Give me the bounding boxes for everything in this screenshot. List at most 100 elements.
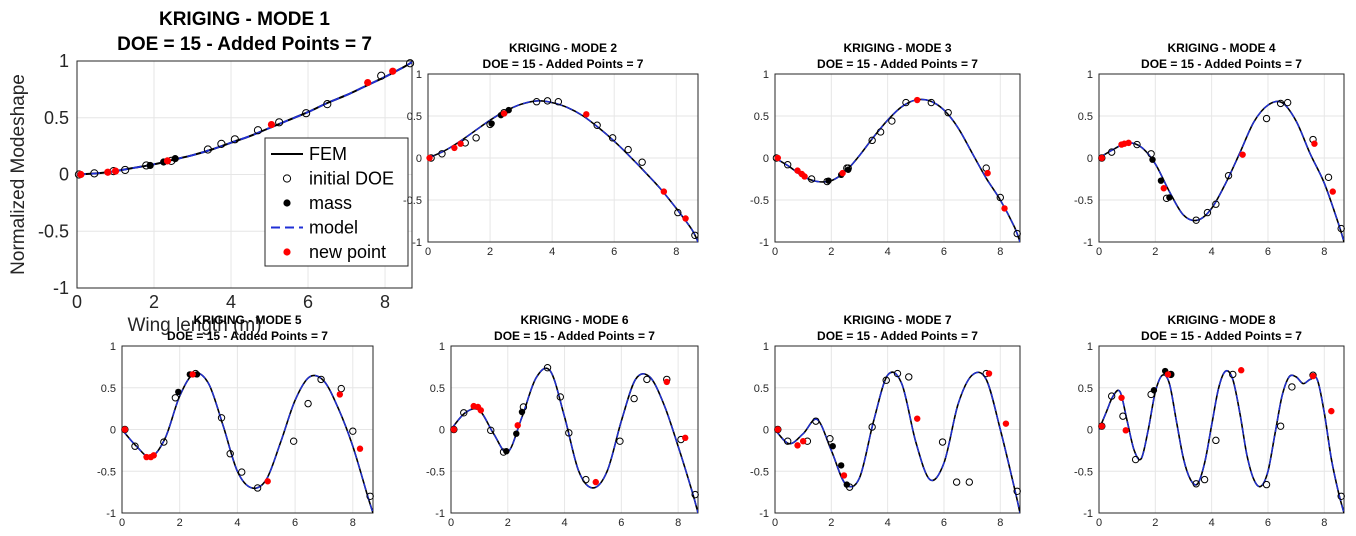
new-point — [592, 478, 599, 486]
initial-doe-point — [532, 98, 541, 106]
new-point — [121, 426, 129, 433]
initial-doe-point — [902, 98, 910, 107]
x-tick-label: 6 — [611, 246, 617, 258]
y-tick-label: 0.5 — [101, 383, 116, 395]
x-tick-label: 2 — [149, 292, 159, 312]
initial-doe-point — [691, 490, 699, 499]
model-curve — [122, 372, 373, 514]
initial-doe-point — [337, 384, 345, 393]
initial-doe-point — [366, 492, 374, 500]
x-tick-label: 0 — [425, 246, 431, 258]
new-point — [984, 169, 991, 177]
initial-doe-point — [238, 468, 246, 476]
plot-title-line: DOE = 15 - Added Points = 7 — [167, 329, 328, 343]
x-tick-label: 0 — [1096, 246, 1102, 258]
subplot-mode-3: KRIGING - MODE 3 DOE = 15 - Added Points … — [750, 41, 1021, 258]
x-tick-label: 4 — [885, 517, 891, 529]
x-tick-label: 4 — [549, 246, 555, 258]
new-point — [840, 472, 848, 479]
new-point — [1118, 394, 1125, 401]
legend-entry-label: new point — [309, 242, 386, 262]
initial-doe-point — [1203, 208, 1212, 217]
initial-doe-point — [302, 109, 311, 118]
plot-title-line: DOE = 15 - Added Points = 7 — [1141, 57, 1302, 71]
initial-doe-point — [1131, 455, 1140, 464]
initial-doe-point — [1200, 475, 1209, 484]
legend-entry-label: model — [309, 218, 358, 238]
initial-doe-point — [812, 417, 820, 425]
x-tick-label: 2 — [177, 517, 183, 529]
initial-doe-point — [1262, 114, 1271, 123]
plot-title-line: DOE = 15 - Added Points = 7 — [817, 57, 978, 71]
initial-doe-point — [565, 429, 573, 437]
x-tick-label: 8 — [1321, 246, 1327, 258]
new-point — [1164, 371, 1172, 378]
x-tick-label: 4 — [1209, 517, 1215, 529]
initial-doe-point — [938, 438, 947, 446]
new-point — [1309, 372, 1317, 380]
initial-doe-point — [171, 394, 180, 402]
y-tick-label: 0.5 — [754, 111, 769, 123]
y-tick-label: -0.5 — [38, 221, 69, 241]
initial-doe-point — [876, 128, 885, 136]
new-point — [450, 426, 458, 433]
initial-doe-point — [1276, 422, 1285, 430]
x-tick-label: 0 — [1096, 517, 1102, 529]
legend-mass-swatch — [283, 199, 291, 207]
initial-doe-point — [608, 134, 617, 142]
model-curve — [428, 100, 698, 243]
fem-curve — [122, 372, 373, 514]
y-tick-label: -0.5 — [403, 195, 422, 207]
new-point — [1098, 154, 1106, 162]
initial-doe-point — [826, 434, 834, 443]
x-tick-label: 8 — [997, 517, 1003, 529]
x-tick-label: 6 — [618, 517, 624, 529]
fem-curve — [1099, 369, 1344, 514]
plot-title-line: DOE = 15 - Added Points = 7 — [1141, 329, 1302, 343]
initial-doe-point — [226, 450, 234, 458]
new-point — [1160, 185, 1167, 192]
new-point — [1125, 139, 1132, 147]
mass-point — [1150, 387, 1158, 394]
initial-doe-point — [289, 437, 298, 445]
mass-point — [843, 481, 851, 488]
y-tick-label: 0 — [439, 425, 445, 437]
x-tick-label: 2 — [828, 517, 834, 529]
fem-curve — [775, 371, 1020, 514]
initial-doe-point — [1262, 480, 1271, 489]
plot-title-line: KRIGING - MODE 2 — [509, 41, 617, 55]
initial-doe-point — [783, 161, 792, 169]
legend-initial-doe-swatch — [282, 174, 292, 183]
x-tick-label: 6 — [1265, 246, 1271, 258]
initial-doe-point — [630, 394, 638, 403]
y-tick-label: -0.5 — [97, 466, 116, 478]
y-tick-label: -1 — [759, 237, 769, 249]
initial-doe-point — [1324, 173, 1333, 182]
initial-doe-point — [638, 158, 646, 166]
initial-doe-point — [1283, 98, 1292, 107]
plot-title-line: DOE = 15 - Added Points = 7 — [483, 57, 644, 71]
initial-doe-point — [160, 438, 168, 446]
y-tick-label: -1 — [759, 508, 769, 520]
y-tick-label: -0.5 — [1074, 466, 1093, 478]
plot-title-line: KRIGING - MODE 5 — [193, 313, 301, 327]
plot-title-line: KRIGING - MODE 8 — [1167, 313, 1275, 327]
y-tick-label: 1 — [416, 69, 422, 81]
initial-doe-point — [927, 98, 935, 107]
y-tick-label: -0.5 — [426, 466, 445, 478]
initial-doe-point — [1212, 436, 1220, 445]
mass-point — [146, 161, 154, 170]
new-point — [104, 168, 112, 176]
mass-point — [488, 120, 495, 127]
y-axis-label: Normalized Modeshape — [8, 74, 29, 275]
initial-doe-point — [1337, 224, 1345, 233]
initial-doe-point — [674, 208, 682, 217]
x-tick-label: 2 — [828, 246, 834, 258]
x-tick-label: 8 — [673, 246, 679, 258]
initial-doe-point — [893, 369, 902, 378]
initial-doe-point — [543, 364, 552, 372]
y-tick-label: 1 — [763, 69, 769, 81]
y-tick-label: 1 — [59, 51, 69, 71]
new-point — [1122, 427, 1129, 434]
